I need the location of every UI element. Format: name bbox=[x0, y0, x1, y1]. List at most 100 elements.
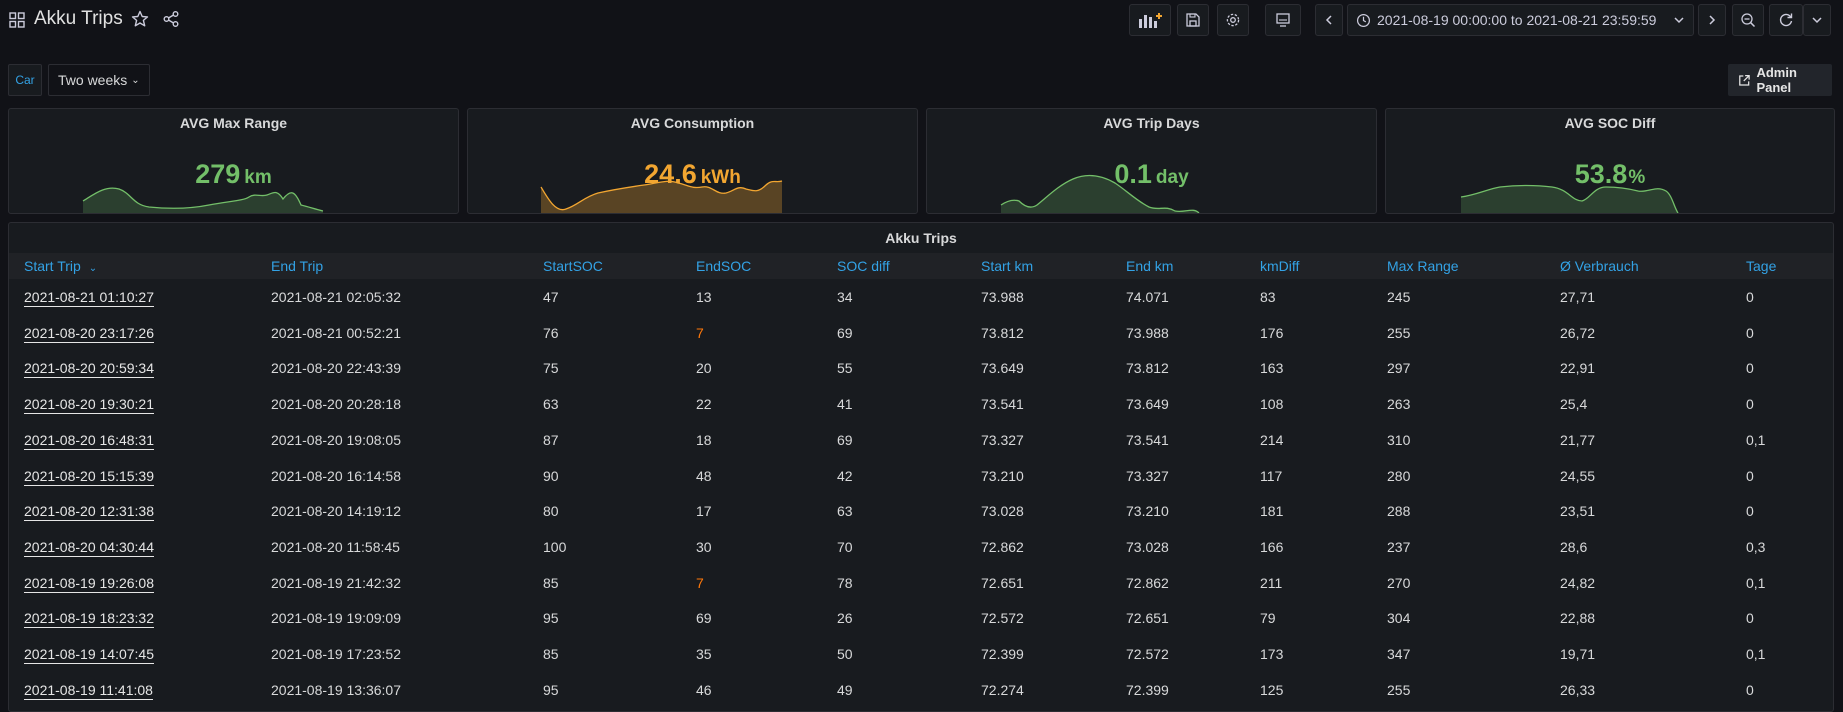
cell-start-trip[interactable]: 2021-08-20 12:31:38 bbox=[24, 503, 154, 520]
cell-max-range: 310 bbox=[1387, 431, 1411, 448]
share-icon[interactable] bbox=[162, 10, 180, 28]
refresh-icon bbox=[1779, 13, 1793, 27]
cell-start-trip[interactable]: 2021-08-21 01:10:27 bbox=[24, 289, 154, 305]
cell-end-soc: 22 bbox=[696, 396, 712, 413]
cell-end-km: 73.028 bbox=[1126, 538, 1169, 555]
cell-end-trip: 2021-08-20 16:14:58 bbox=[271, 467, 401, 484]
chevron-down-icon bbox=[1812, 17, 1822, 24]
star-icon[interactable] bbox=[131, 10, 149, 28]
cell-start-trip[interactable]: 2021-08-20 23:17:26 bbox=[24, 324, 154, 341]
column-header-end-soc[interactable]: EndSOC bbox=[696, 258, 752, 274]
stat-unit: kWh bbox=[700, 167, 741, 188]
cell-end-soc: 48 bbox=[696, 467, 712, 484]
save-dashboard-button[interactable] bbox=[1177, 4, 1209, 36]
cell-start-trip[interactable]: 2021-08-20 19:30:21 bbox=[24, 396, 154, 413]
cell-start-trip[interactable]: 2021-08-20 15:15:39 bbox=[24, 467, 154, 484]
cell-end-trip: 2021-08-20 14:19:12 bbox=[271, 503, 401, 520]
view-mode-button[interactable] bbox=[1265, 4, 1301, 36]
cell-end-km: 73.541 bbox=[1126, 431, 1169, 448]
time-range-text: 2021-08-19 00:00:00 to 2021-08-21 23:59:… bbox=[1377, 12, 1657, 28]
sparkline-soc-diff bbox=[1460, 184, 1679, 213]
cell-end-trip: 2021-08-19 21:42:32 bbox=[271, 574, 401, 591]
cell-start-km: 73.812 bbox=[981, 324, 1024, 341]
cell-start-trip[interactable]: 2021-08-20 20:59:34 bbox=[24, 360, 154, 377]
cell-verbrauch: 24,82 bbox=[1560, 574, 1596, 591]
cell-soc-diff: 70 bbox=[837, 538, 853, 555]
zoom-out-button[interactable] bbox=[1732, 4, 1764, 36]
car-variable-label[interactable]: Car bbox=[8, 64, 42, 96]
stat-panel-soc-diff[interactable]: AVG SOC Diff 53.8% bbox=[1385, 108, 1835, 214]
admin-panel-label: Admin Panel bbox=[1756, 65, 1797, 95]
cell-max-range: 288 bbox=[1387, 503, 1411, 520]
chevron-down-icon bbox=[1674, 17, 1684, 24]
settings-button[interactable] bbox=[1217, 4, 1249, 36]
cell-verbrauch: 22,88 bbox=[1560, 610, 1596, 627]
chevron-left-icon bbox=[1325, 15, 1332, 25]
cell-start-soc: 76 bbox=[543, 324, 559, 341]
cell-start-trip[interactable]: 2021-08-19 18:23:32 bbox=[24, 610, 154, 627]
stat-panel-max-range[interactable]: AVG Max Range 279 km bbox=[8, 108, 459, 214]
cell-start-trip[interactable]: 2021-08-19 19:26:08 bbox=[24, 574, 154, 591]
cell-km-diff: 83 bbox=[1260, 289, 1276, 305]
cell-tage: 0 bbox=[1746, 610, 1754, 627]
top-bar: Akku Trips bbox=[0, 0, 1843, 40]
cell-soc-diff: 34 bbox=[837, 289, 853, 305]
cell-end-soc: 7 bbox=[696, 574, 704, 591]
chevron-down-icon: ⌄ bbox=[131, 74, 140, 86]
cell-start-trip[interactable]: 2021-08-19 14:07:45 bbox=[24, 646, 154, 662]
table-row: 2021-08-19 18:23:32 2021-08-19 19:09:09 95… bbox=[9, 600, 1833, 636]
column-header-verbrauch[interactable]: Ø Verbrauch bbox=[1560, 258, 1639, 274]
cell-start-trip[interactable]: 2021-08-20 16:48:31 bbox=[24, 431, 154, 448]
admin-panel-link[interactable]: Admin Panel bbox=[1728, 64, 1832, 96]
column-header-end-km[interactable]: End km bbox=[1126, 258, 1174, 274]
sparkline-consumption bbox=[540, 180, 783, 213]
cell-start-trip[interactable]: 2021-08-20 04:30:44 bbox=[24, 538, 154, 555]
refresh-button[interactable] bbox=[1769, 4, 1803, 36]
column-header-start-km[interactable]: Start km bbox=[981, 258, 1034, 274]
cell-start-trip[interactable]: 2021-08-19 11:41:08 bbox=[24, 681, 153, 698]
cell-soc-diff: 78 bbox=[837, 574, 853, 591]
column-header-start-soc[interactable]: StartSOC bbox=[543, 258, 603, 274]
refresh-interval-dropdown[interactable] bbox=[1803, 4, 1831, 36]
cell-start-soc: 87 bbox=[543, 431, 559, 448]
dashboard-title[interactable]: Akku Trips bbox=[34, 8, 123, 29]
time-range-picker[interactable]: 2021-08-19 00:00:00 to 2021-08-21 23:59:… bbox=[1347, 4, 1694, 36]
cell-soc-diff: 50 bbox=[837, 646, 853, 662]
panel-title: AVG Consumption bbox=[630, 115, 755, 131]
time-back-button[interactable] bbox=[1315, 4, 1343, 36]
cell-end-trip: 2021-08-19 19:09:09 bbox=[271, 610, 401, 627]
cell-end-km: 74.071 bbox=[1126, 289, 1169, 305]
cell-end-km: 73.649 bbox=[1126, 396, 1169, 413]
period-variable-value: Two weeks bbox=[58, 72, 128, 88]
stat-number: 279 bbox=[195, 159, 241, 189]
time-forward-button[interactable] bbox=[1698, 4, 1726, 36]
akku-trips-table-panel: Akku Trips Start Trip ⌄ End Trip StartSOC… bbox=[8, 222, 1834, 712]
column-header-label: Start Trip bbox=[24, 258, 81, 274]
column-header-end-trip[interactable]: End Trip bbox=[271, 258, 324, 274]
table-row: 2021-08-20 20:59:34 2021-08-20 22:43:39 75… bbox=[9, 350, 1833, 386]
column-header-tage[interactable]: Tage bbox=[1746, 258, 1777, 274]
column-header-max-range[interactable]: Max Range bbox=[1387, 258, 1459, 274]
column-header-soc-diff[interactable]: SOC diff bbox=[837, 258, 890, 274]
column-header-start-trip[interactable]: Start Trip ⌄ bbox=[24, 258, 97, 274]
stat-panel-consumption[interactable]: AVG Consumption 24.6 kWh bbox=[467, 108, 918, 214]
cell-end-km: 72.651 bbox=[1126, 610, 1169, 627]
panel-title: AVG Trip Days bbox=[1103, 115, 1200, 131]
stat-panel-trip-days[interactable]: AVG Trip Days 0.1 day bbox=[926, 108, 1377, 214]
cell-verbrauch: 22,91 bbox=[1560, 360, 1596, 377]
table-row: 2021-08-21 01:10:27 2021-08-21 02:05:32 47… bbox=[9, 279, 1833, 315]
cell-verbrauch: 19,71 bbox=[1560, 646, 1596, 662]
period-variable-select[interactable]: Two weeks ⌄ bbox=[48, 64, 150, 96]
cell-end-trip: 2021-08-21 00:52:21 bbox=[271, 324, 401, 341]
cell-end-trip: 2021-08-20 11:58:45 bbox=[271, 538, 400, 555]
panel-title: Akku Trips bbox=[885, 230, 957, 246]
column-header-km-diff[interactable]: kmDiff bbox=[1260, 258, 1300, 274]
gear-icon bbox=[1226, 13, 1240, 27]
cell-soc-diff: 49 bbox=[837, 681, 853, 698]
cell-start-soc: 90 bbox=[543, 467, 559, 484]
cell-soc-diff: 41 bbox=[837, 396, 853, 413]
add-panel-button[interactable] bbox=[1129, 4, 1171, 36]
dashboards-grid-icon[interactable] bbox=[9, 12, 25, 28]
cell-tage: 0,3 bbox=[1746, 538, 1766, 555]
cell-start-soc: 47 bbox=[543, 289, 559, 305]
